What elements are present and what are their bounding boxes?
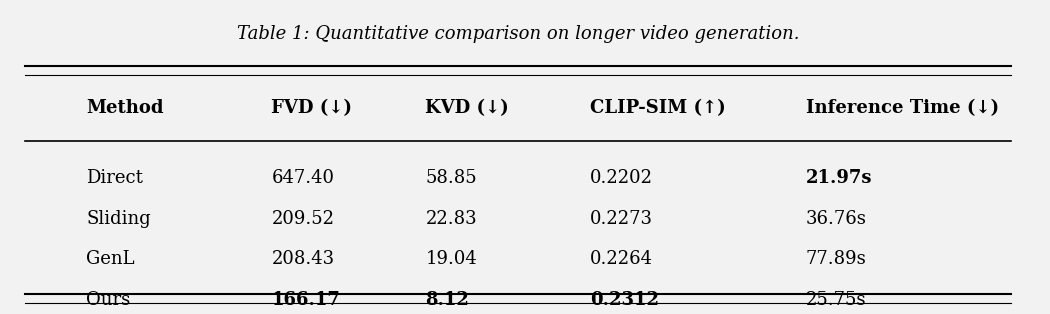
Text: 21.97s: 21.97s xyxy=(805,169,873,187)
Text: 0.2264: 0.2264 xyxy=(590,251,653,268)
Text: 58.85: 58.85 xyxy=(425,169,477,187)
Text: Inference Time (↓): Inference Time (↓) xyxy=(805,99,999,117)
Text: 0.2202: 0.2202 xyxy=(590,169,653,187)
Text: 0.2312: 0.2312 xyxy=(590,291,659,309)
Text: 647.40: 647.40 xyxy=(271,169,334,187)
Text: 8.12: 8.12 xyxy=(425,291,469,309)
Text: Direct: Direct xyxy=(86,169,143,187)
Text: 77.89s: 77.89s xyxy=(805,251,866,268)
Text: Method: Method xyxy=(86,99,164,117)
Text: Sliding: Sliding xyxy=(86,210,151,228)
Text: 36.76s: 36.76s xyxy=(805,210,866,228)
Text: Table 1: Quantitative comparison on longer video generation.: Table 1: Quantitative comparison on long… xyxy=(236,25,799,43)
Text: GenL: GenL xyxy=(86,251,134,268)
Text: 208.43: 208.43 xyxy=(271,251,335,268)
Text: 209.52: 209.52 xyxy=(271,210,334,228)
Text: Ours: Ours xyxy=(86,291,130,309)
Text: KVD (↓): KVD (↓) xyxy=(425,99,509,117)
Text: FVD (↓): FVD (↓) xyxy=(271,99,353,117)
Text: 25.75s: 25.75s xyxy=(805,291,866,309)
Text: 19.04: 19.04 xyxy=(425,251,477,268)
Text: 0.2273: 0.2273 xyxy=(590,210,653,228)
Text: CLIP-SIM (↑): CLIP-SIM (↑) xyxy=(590,99,726,117)
Text: 166.17: 166.17 xyxy=(271,291,340,309)
Text: 22.83: 22.83 xyxy=(425,210,477,228)
